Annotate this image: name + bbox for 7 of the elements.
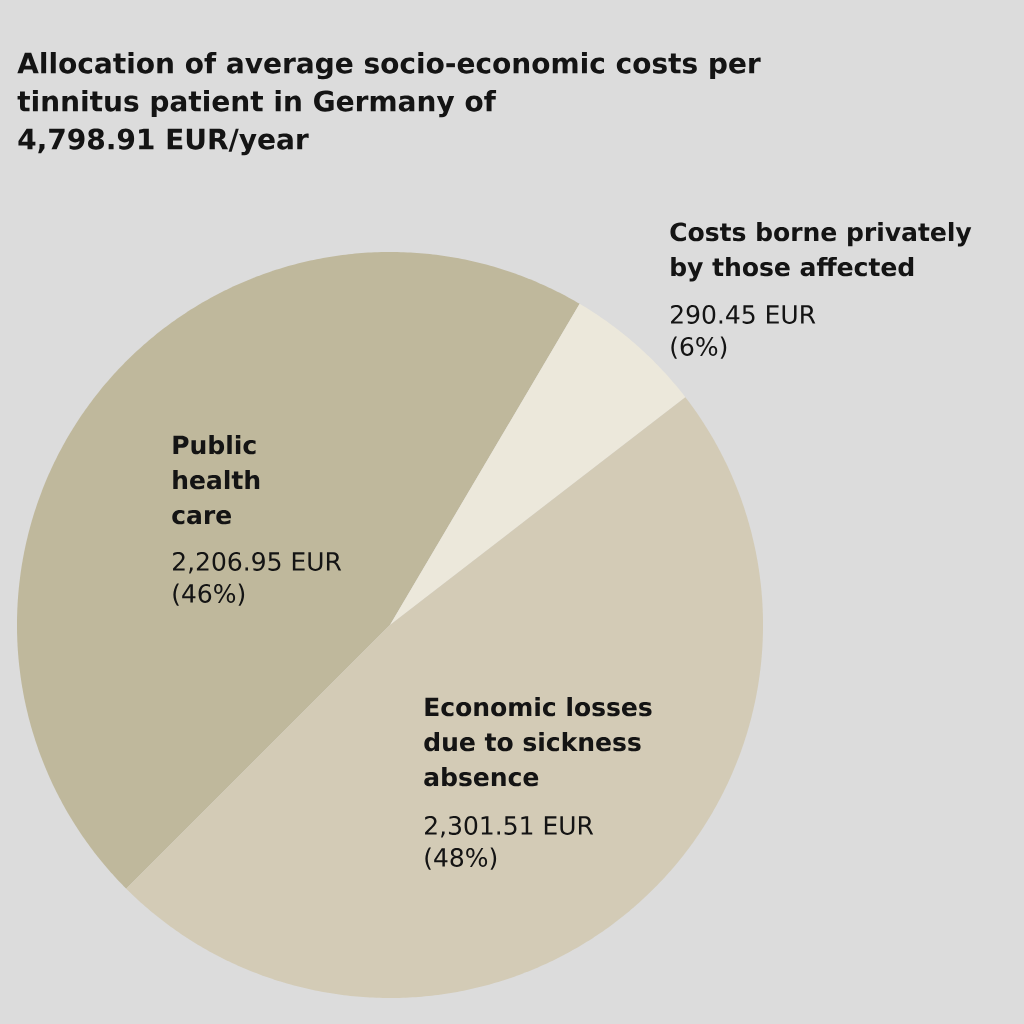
slice-label: Economic losses due to sickness absence <box>424 697 652 787</box>
data-label: 2,206.95 EUR (46%) <box>173 551 342 606</box>
slice-label: Public health care <box>172 434 260 525</box>
data-label: 290.45 EUR (6%) <box>671 304 816 359</box>
chart-title: Allocation of average socio-economic costs per tinnitus patient in Germany of 4,798.91 EUR/year <box>17 51 761 156</box>
slice-label: Costs borne privately by those affected <box>670 221 972 282</box>
data-label: 2,301.51 EUR (48%) <box>425 816 594 870</box>
